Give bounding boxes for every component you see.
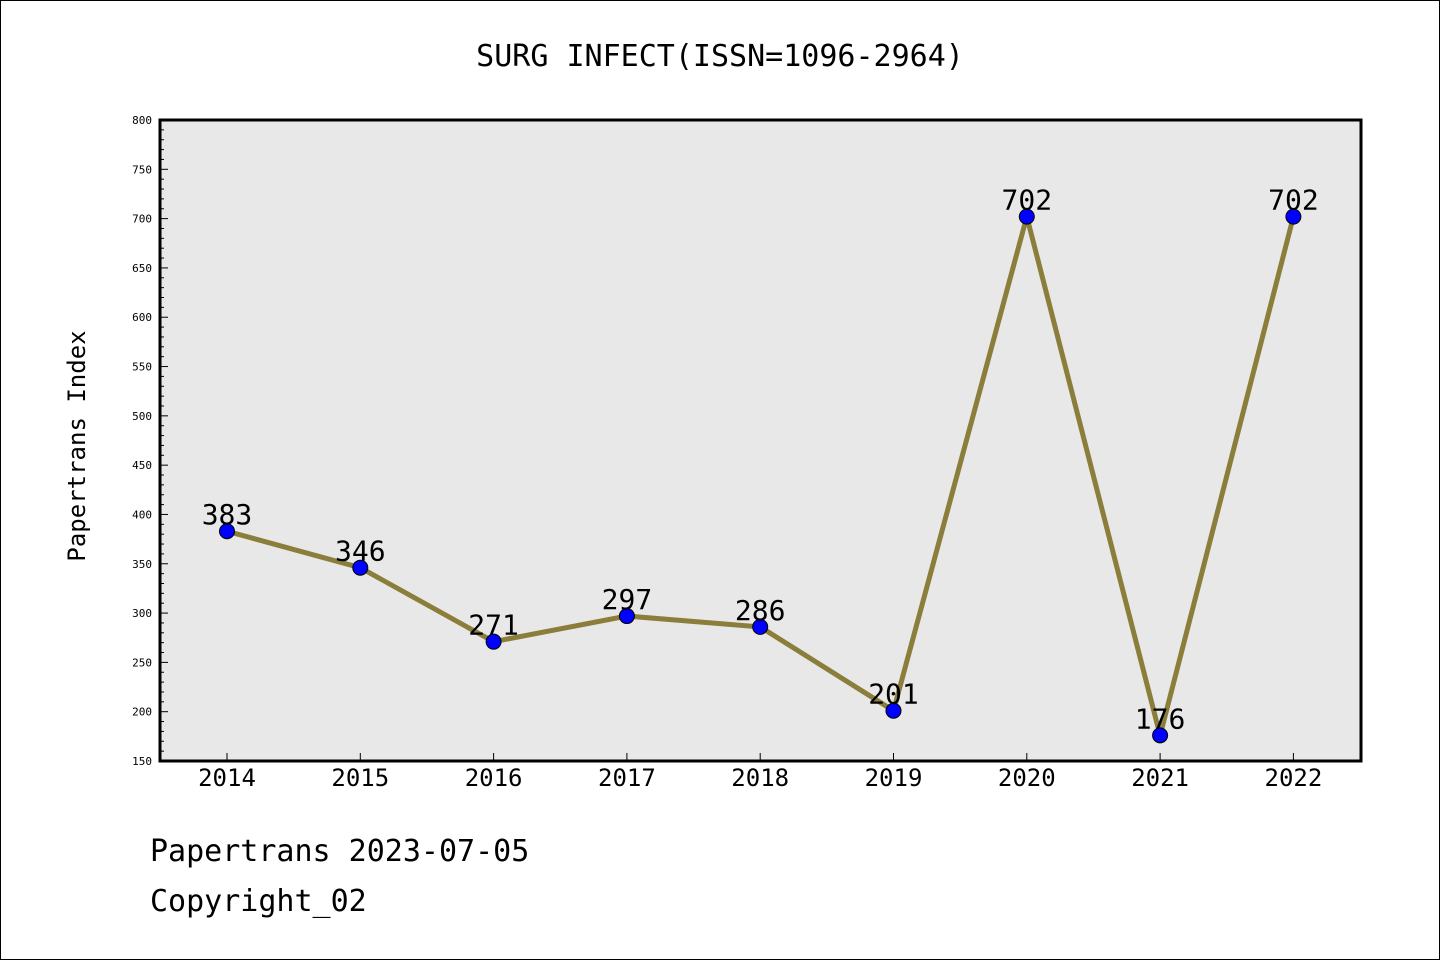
- data-point: [1152, 727, 1169, 744]
- data-label: 297: [602, 583, 653, 616]
- footer-date: Papertrans 2023-07-05: [150, 834, 530, 869]
- data-point: [885, 702, 902, 719]
- data-label: 702: [1268, 184, 1319, 217]
- data-label: 702: [1002, 184, 1053, 217]
- data-point: [1018, 208, 1035, 225]
- y-tick-label: 750: [132, 163, 152, 176]
- data-point: [219, 523, 235, 540]
- data-point: [618, 608, 635, 625]
- data-label: 271: [468, 609, 519, 642]
- footer-copyright: Copyright_02: [150, 884, 367, 919]
- x-tick-label: 2017: [598, 764, 656, 792]
- data-label: 176: [1135, 702, 1186, 735]
- y-tick-label: 350: [132, 558, 152, 571]
- y-tick-label: 400: [132, 508, 152, 521]
- data-label: 201: [868, 678, 919, 711]
- x-axis: 2014 2015 2016 2017 2018 2019 2020 2021 2022: [198, 753, 1322, 792]
- plot-area: [158, 118, 1363, 763]
- y-tick-label: 150: [132, 755, 152, 768]
- data-point: [352, 559, 369, 576]
- y-tick-label: 500: [132, 410, 152, 423]
- y-tick-label: 200: [132, 706, 152, 719]
- y-tick-label: 300: [132, 607, 152, 620]
- y-tick-label: 650: [132, 262, 152, 275]
- y-tick-label: 600: [132, 311, 152, 324]
- x-tick-label: 2014: [198, 764, 256, 792]
- y-tick-label: 550: [132, 361, 152, 374]
- x-tick-label: 2019: [865, 764, 923, 792]
- x-tick-label: 2015: [331, 764, 389, 792]
- data-label: 346: [335, 535, 386, 568]
- y-axis-label: Papertrans Index: [63, 330, 91, 561]
- y-tick-label: 450: [132, 459, 152, 472]
- chart-title: SURG INFECT(ISSN=1096-2964): [476, 39, 964, 74]
- data-point: [752, 618, 769, 635]
- x-tick-label: 2022: [1265, 764, 1323, 792]
- data-label: 286: [735, 594, 786, 627]
- series-line-group: 383 346 271 297 286 201 702 176 702: [202, 184, 1319, 744]
- y-tick-label: 250: [132, 656, 152, 669]
- data-point: [1285, 208, 1302, 225]
- x-tick-label: 2021: [1131, 764, 1189, 792]
- y-tick-label: 700: [132, 213, 152, 226]
- y-tick-label: 800: [132, 114, 152, 127]
- x-tick-label: 2020: [998, 764, 1056, 792]
- y-axis: 150 200 250 300 350 400 450 500 550 600 650 700 750 8…: [132, 114, 168, 768]
- x-tick-label: 2016: [465, 764, 523, 792]
- data-point: [485, 633, 502, 650]
- x-tick-label: 2018: [731, 764, 789, 792]
- data-label: 383: [202, 498, 253, 531]
